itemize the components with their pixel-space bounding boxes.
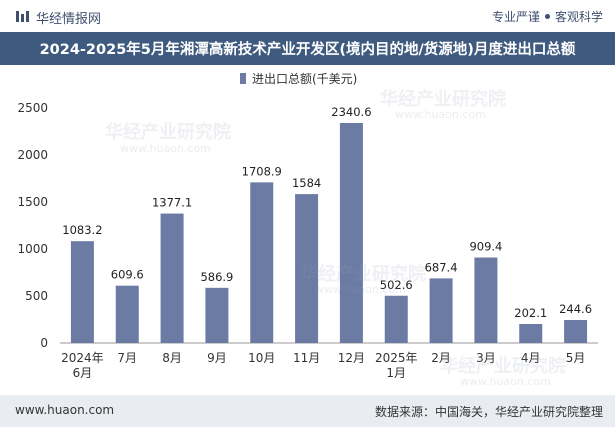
data-label: 1083.2 <box>62 223 102 237</box>
chart-title: 2024-2025年5月年湘潭高新技术产业开发区(境内目的地/货源地)月度进出口… <box>39 42 576 58</box>
y-tick-label: 1500 <box>17 195 48 209</box>
bar-chart: 进出口总额(千美元) 0 500 1000 1500 2000 2500 1083.2 2024… <box>17 72 598 380</box>
data-label: 2340.6 <box>331 105 371 119</box>
data-source: 数据来源：中国海关，华经产业研究院整理 <box>374 405 603 419</box>
data-label: 609.6 <box>111 268 144 282</box>
legend-swatch <box>240 73 246 84</box>
bar <box>339 122 363 343</box>
legend-label: 进出口总额(千美元) <box>252 72 357 86</box>
bar <box>160 213 184 343</box>
top-bar: 华经情报网 专业严谨 客观科学 <box>0 0 615 32</box>
data-label: 586.9 <box>200 270 233 284</box>
tagline-left: 专业严谨 <box>491 10 540 24</box>
bar <box>250 182 274 343</box>
data-label: 1584 <box>292 176 321 190</box>
x-tick-label: 2月 <box>431 351 451 365</box>
brand-name: 华经情报网 <box>36 12 102 27</box>
x-tick-label: 12月 <box>338 351 365 365</box>
bar <box>429 278 453 343</box>
y-tick-label: 2000 <box>17 148 48 162</box>
bar <box>519 324 543 343</box>
bar <box>474 257 498 343</box>
tagline: 专业严谨 客观科学 <box>492 8 603 25</box>
x-tick-label: 4月 <box>521 351 541 365</box>
y-tick-label: 1000 <box>17 242 48 256</box>
y-tick-label: 500 <box>25 289 48 303</box>
x-tick-label: 5月 <box>566 351 586 365</box>
x-tick-label: 8月 <box>162 351 182 365</box>
data-label: 502.6 <box>380 278 413 292</box>
data-label: 202.1 <box>514 306 547 320</box>
data-label: 909.4 <box>469 240 502 254</box>
footer-url: www.huaon.com <box>15 403 115 417</box>
bar <box>384 295 408 343</box>
x-tick-label: 7月 <box>117 351 137 365</box>
data-label: 1377.1 <box>152 196 192 210</box>
data-label: 1708.9 <box>242 164 282 178</box>
y-tick-label: 0 <box>40 336 48 350</box>
bar <box>295 194 319 343</box>
bar <box>70 241 94 343</box>
x-tick-label: 9月 <box>207 351 227 365</box>
bar <box>564 320 588 343</box>
x-tick-label: 11月 <box>293 351 320 365</box>
title-bar: 2024-2025年5月年湘潭高新技术产业开发区(境内目的地/货源地)月度进出口… <box>0 32 615 65</box>
x-tick-label: 2024年 6月 <box>61 351 104 380</box>
data-label: 244.6 <box>559 302 592 316</box>
data-label: 687.4 <box>425 260 458 274</box>
x-tick-label: 3月 <box>476 351 496 365</box>
bar <box>205 287 229 343</box>
footer: www.huaon.com 数据来源：中国海关，华经产业研究院整理 <box>0 395 615 427</box>
bar <box>115 285 139 343</box>
x-tick-label: 2025年 1月 <box>375 351 418 380</box>
huajing-logo-icon <box>16 11 29 22</box>
x-tick-label: 10月 <box>248 351 275 365</box>
tagline-dot-icon <box>544 14 550 19</box>
tagline-right: 客观科学 <box>554 10 603 24</box>
y-tick-label: 2500 <box>17 101 48 115</box>
